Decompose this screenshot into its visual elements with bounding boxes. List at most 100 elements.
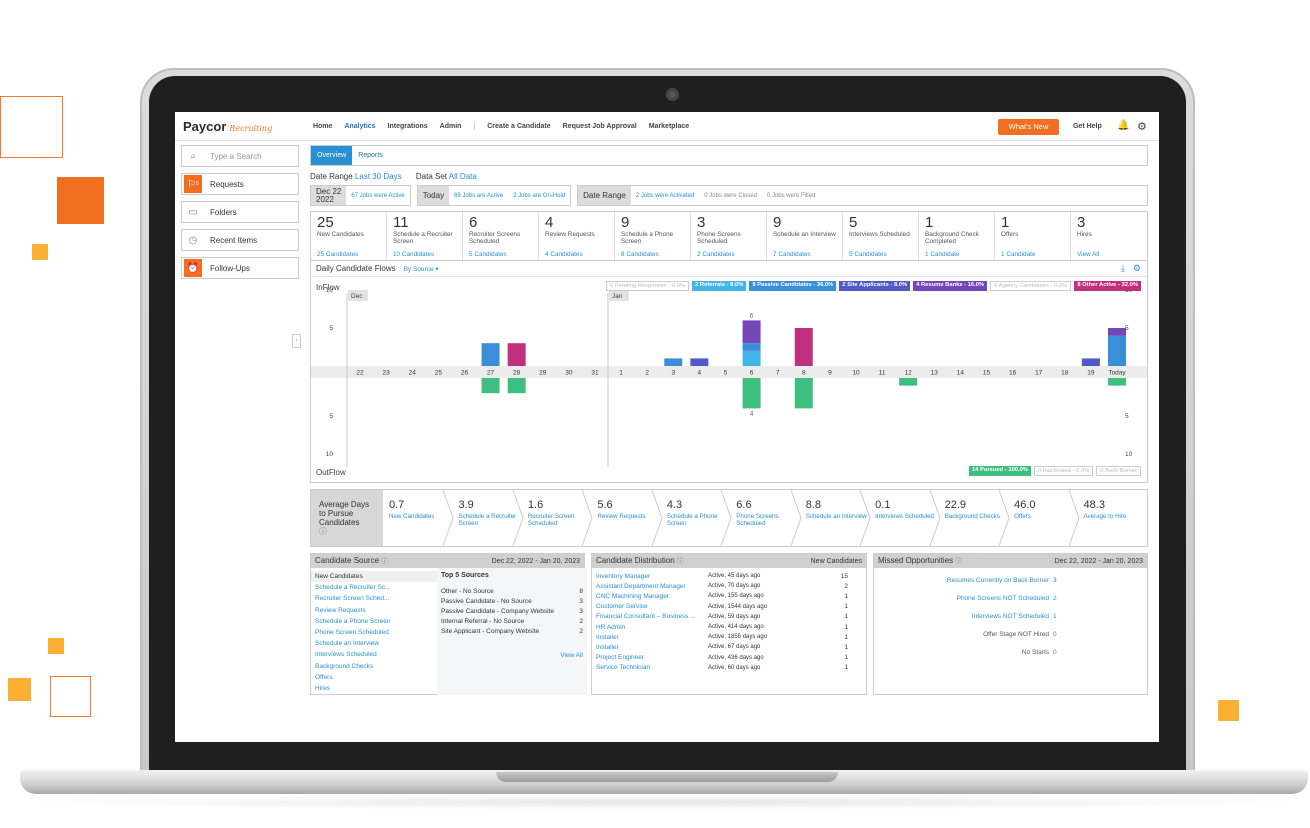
pipeline-step[interactable]: 22.9 Background Checks	[939, 490, 1010, 546]
job-link[interactable]: HR Admin	[596, 623, 626, 631]
missed-label[interactable]: Resumes Currently on Back Burner	[946, 577, 1049, 584]
legend-item[interactable]: 0 Agency Candidates - 0.0%	[990, 281, 1072, 291]
view-all-link[interactable]: View All	[560, 652, 583, 659]
legend-item[interactable]: 14 Pursued - 100.0%	[968, 466, 1032, 476]
today-active-link[interactable]: 69 Jobs are Active	[454, 192, 504, 199]
nav-admin[interactable]: Admin	[439, 123, 462, 130]
stat-link[interactable]: 2 Candidates	[697, 251, 735, 258]
table-row[interactable]: Installer Active, 1855 days ago 1	[596, 632, 864, 642]
stat-card[interactable]: 9 Schedule a Phone Screen 8 Candidates	[615, 212, 691, 260]
source-stage-item[interactable]: Phone Screen Scheduled	[315, 629, 389, 637]
job-link[interactable]: Installer	[596, 643, 619, 651]
pipeline-label[interactable]: Review Requests	[597, 513, 646, 520]
table-row[interactable]: Assistant Department Manager Active, 70 d…	[596, 581, 864, 591]
table-row[interactable]: CNC Machining Manager Active, 155 days ag…	[596, 591, 864, 601]
stat-card[interactable]: 3 Phone Screens Scheduled 2 Candidates	[691, 212, 767, 260]
stat-card[interactable]: 1 Offers 1 Candidate	[995, 212, 1071, 260]
sidebar-item-follow-ups[interactable]: ⏰ Follow-Ups	[181, 257, 299, 279]
group-by-dropdown[interactable]: By Source ▾	[403, 265, 439, 273]
pipeline-label[interactable]: Schedule a Phone Screen	[666, 513, 718, 527]
missed-label[interactable]: Interviews NOT Scheduled	[971, 613, 1049, 620]
job-link[interactable]: Installer	[596, 633, 619, 641]
job-link[interactable]: Financial Consultant – Business ...	[596, 613, 696, 621]
nav-analytics[interactable]: Analytics	[344, 123, 376, 130]
info-icon[interactable]: ⓘ	[381, 558, 388, 565]
job-link[interactable]: Service Technician	[596, 664, 651, 672]
job-link[interactable]: Project Engineer	[596, 654, 645, 662]
job-link[interactable]: Customer Service	[596, 603, 648, 611]
nav-create-candidate[interactable]: Create a Candidate	[487, 123, 551, 130]
stat-card[interactable]: 4 Review Requests 4 Candidates	[539, 212, 615, 260]
table-row[interactable]: Service Technician Active, 60 days ago 1	[596, 663, 864, 673]
stat-card[interactable]: 5 Interviews Scheduled 5 Candidates	[843, 212, 919, 260]
stat-card[interactable]: 25 New Candidates 25 Candidates	[311, 212, 387, 260]
dataset-link[interactable]: All Data	[448, 172, 477, 181]
tab-reports[interactable]: Reports	[358, 152, 383, 159]
stat-card[interactable]: 9 Schedule an Interview 7 Candidates	[767, 212, 843, 260]
stat-link[interactable]: 25 Candidates	[317, 251, 359, 258]
jobs-active-link[interactable]: 67 Jobs were Active	[351, 192, 405, 199]
missed-value[interactable]: 2	[1053, 595, 1057, 602]
table-row[interactable]: Financial Consultant – Business ... Activ…	[596, 612, 864, 622]
source-stage-item[interactable]: Schedule a Phone Screen	[315, 617, 391, 625]
source-stage-item[interactable]: Schedule an Interview	[315, 640, 379, 648]
source-stage-item[interactable]: Recruiter Screen Sched...	[315, 595, 390, 603]
chart-gear-icon[interactable]: ⚙	[1132, 263, 1141, 273]
today-hold-link[interactable]: 2 Jobs are On-Hold	[513, 192, 566, 199]
job-link[interactable]: Inventory Manager	[596, 572, 651, 580]
pipeline-label[interactable]: Offers	[1014, 513, 1031, 520]
pipeline-step[interactable]: 5.6 Review Requests	[591, 490, 663, 546]
source-stage-item[interactable]: Offers	[315, 673, 333, 681]
info-icon[interactable]: ⓘ	[955, 558, 963, 565]
stat-link[interactable]: 5 Candidates	[849, 251, 887, 258]
pipeline-label[interactable]: New Candidates	[389, 513, 435, 520]
legend-item[interactable]: 0 Back Burner	[1096, 466, 1141, 476]
get-help-link[interactable]: Get Help	[1073, 123, 1102, 130]
missed-row[interactable]: Interviews NOT Scheduled 1	[874, 612, 1147, 622]
stat-link[interactable]: 1 Candidate	[925, 251, 960, 258]
pipeline-label[interactable]: Average to Hire	[1083, 513, 1127, 520]
job-link[interactable]: Assistant Department Manager	[596, 582, 686, 590]
tab-overview[interactable]: Overview	[311, 146, 353, 165]
table-row[interactable]: HR Admin Active, 414 days ago 1	[596, 622, 864, 632]
info-icon[interactable]: ⓘ	[676, 558, 684, 565]
nav-request-job-approval[interactable]: Request Job Approval	[562, 123, 637, 130]
missed-value[interactable]: 1	[1053, 613, 1057, 620]
nav-home[interactable]: Home	[313, 123, 333, 130]
table-row[interactable]: Customer Service Active, 1544 days ago 1	[596, 602, 864, 612]
pipeline-step[interactable]: 0.1 Interviews Scheduled	[869, 490, 941, 546]
legend-item[interactable]: 2 Referrals - 8.0%	[692, 281, 747, 291]
date-range-link[interactable]: Last 30 Days	[354, 172, 402, 181]
source-stage-item[interactable]: Review Requests	[315, 606, 366, 614]
whats-new-button[interactable]: What's New	[998, 119, 1059, 135]
pipeline-step[interactable]: 4.3 Schedule a Phone Screen	[661, 490, 732, 546]
stat-card[interactable]: 1 Background Check Completed 1 Candidate	[919, 212, 995, 260]
table-row[interactable]: Project Engineer Active, 436 days ago 1	[596, 653, 864, 663]
stat-card[interactable]: 11 Schedule a Recruiter Screen 10 Candidat…	[387, 212, 463, 260]
logo[interactable]: Paycor Recruiting	[183, 119, 272, 134]
legend-item[interactable]: 9 Passive Candidates - 36.0%	[749, 281, 837, 291]
sidebar-item-folders[interactable]: ▭ Folders	[181, 201, 299, 223]
search-input[interactable]: ⌕ Type a Search	[181, 145, 299, 167]
pipeline-step[interactable]: 6.6 Phone Screens Scheduled	[730, 490, 802, 546]
pipeline-label[interactable]: Schedule an Interview	[805, 513, 867, 520]
collapse-sidebar-button[interactable]: ‹	[292, 334, 301, 348]
nav-integrations[interactable]: Integrations	[387, 123, 428, 130]
legend-item[interactable]: 0 Pending Responses - 0.0%	[605, 281, 690, 291]
legend-item[interactable]: 4 Resume Banks - 16.0%	[913, 281, 988, 291]
pipeline-step[interactable]: 48.3 Average to Hire	[1078, 490, 1147, 546]
stat-card[interactable]: 3 Hires View All	[1071, 212, 1147, 260]
source-stage-item[interactable]: Interviews Scheduled	[315, 651, 377, 659]
legend-item[interactable]: 8 Other Active - 32.0%	[1074, 281, 1141, 291]
sidebar-item-recent-items[interactable]: ◷ Recent Items	[181, 229, 299, 251]
stat-link[interactable]: 8 Candidates	[621, 251, 659, 258]
pipeline-label[interactable]: Recruiter Screen Scheduled	[527, 513, 575, 527]
info-icon[interactable]: ⓘ	[319, 527, 327, 536]
stat-link[interactable]: 1 Candidate	[1001, 251, 1036, 258]
stat-link[interactable]: 7 Candidates	[773, 251, 811, 258]
pipeline-label[interactable]: Interviews Scheduled	[875, 513, 934, 520]
download-icon[interactable]: ⤓	[1121, 263, 1125, 273]
missed-row[interactable]: Resumes Currently on Back Burner 3	[874, 576, 1147, 586]
missed-label[interactable]: Phone Screens NOT Scheduled	[956, 595, 1049, 602]
legend-item[interactable]: 2 Site Applicants - 8.0%	[839, 281, 911, 291]
